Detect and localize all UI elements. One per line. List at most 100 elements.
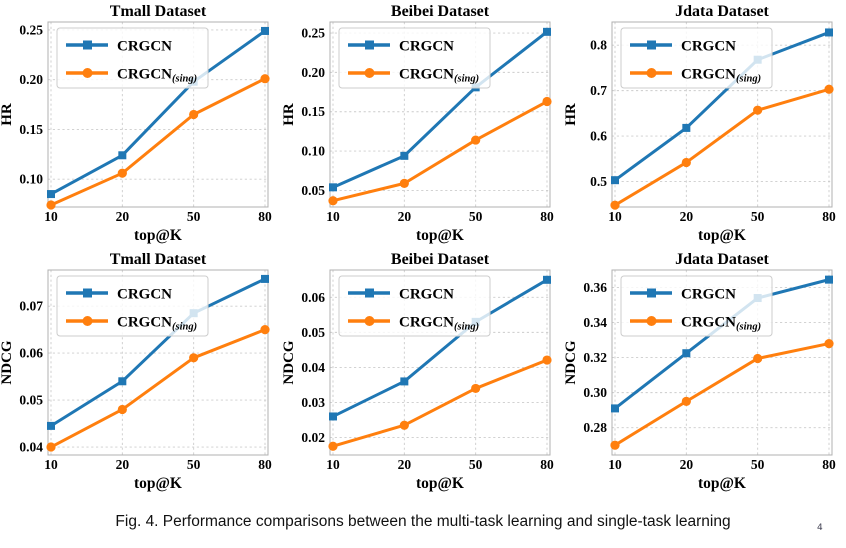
svg-text:20: 20 bbox=[680, 457, 694, 472]
svg-text:10: 10 bbox=[608, 457, 622, 472]
svg-text:20: 20 bbox=[680, 209, 694, 224]
chart-title: Tmall Dataset bbox=[110, 3, 207, 20]
y-axis-label: HR bbox=[282, 103, 297, 126]
svg-text:0.28: 0.28 bbox=[583, 420, 607, 435]
plot-border bbox=[47, 21, 269, 208]
y-tick-labels: 0.02 0.03 0.04 0.05 0.06 bbox=[301, 290, 325, 445]
plot-border bbox=[47, 269, 269, 456]
y-tick-labels: 0.10 0.15 0.20 0.25 bbox=[19, 22, 43, 186]
legend-label-crgcn-sing: CRGCN(sing) bbox=[399, 67, 479, 85]
svg-text:50: 50 bbox=[187, 457, 201, 472]
svg-text:0.34: 0.34 bbox=[583, 315, 607, 330]
svg-text:10: 10 bbox=[326, 457, 340, 472]
plot-border bbox=[611, 269, 833, 456]
svg-text:0.20: 0.20 bbox=[301, 65, 325, 80]
svg-text:0.25: 0.25 bbox=[301, 26, 325, 41]
svg-text:80: 80 bbox=[258, 209, 272, 224]
svg-text:10: 10 bbox=[44, 457, 58, 472]
svg-text:10: 10 bbox=[44, 209, 58, 224]
subplot-hr-beibei: CRGCN CRGCN(sing) 0.05 0.10 0.15 0.20 0.25 10 20… bbox=[281, 0, 564, 248]
legend-label-crgcn-sing: CRGCN(sing) bbox=[117, 67, 197, 85]
legend-label-crgcn: CRGCN bbox=[399, 287, 454, 303]
svg-text:0.04: 0.04 bbox=[301, 360, 325, 375]
subplot-ndcg-jdata: CRGCN CRGCN(sing) 0.28 0.30 0.32 0.34 0.36 10 20… bbox=[563, 248, 846, 496]
svg-text:0.15: 0.15 bbox=[19, 122, 43, 137]
plot-border bbox=[329, 21, 551, 208]
svg-text:20: 20 bbox=[116, 209, 130, 224]
chart-ndcg-beibei: CRGCN CRGCN(sing) 0.02 0.03 0.04 0.05 0.06 10 20… bbox=[281, 251, 554, 492]
svg-text:0.15: 0.15 bbox=[301, 104, 325, 119]
legend-label-crgcn-sing: CRGCN(sing) bbox=[681, 315, 761, 333]
svg-text:0.02: 0.02 bbox=[301, 430, 325, 445]
svg-text:50: 50 bbox=[187, 209, 201, 224]
svg-text:20: 20 bbox=[116, 457, 130, 472]
chart-ndcg-tmall: CRGCN CRGCN(sing) 0.04 0.05 0.06 0.07 10 20 50 80… bbox=[0, 251, 272, 492]
chart-title: Jdata Dataset bbox=[675, 251, 769, 268]
y-axis-label: HR bbox=[564, 103, 579, 126]
legend-label-crgcn: CRGCN bbox=[117, 287, 172, 303]
chart-hr-tmall: CRGCN CRGCN(sing) 0.10 0.15 0.20 0.25 10 20 50 80… bbox=[0, 3, 272, 244]
legend-label-crgcn: CRGCN bbox=[117, 39, 172, 55]
y-axis-label: HR bbox=[0, 103, 15, 126]
svg-text:0.6: 0.6 bbox=[590, 129, 607, 144]
svg-text:10: 10 bbox=[326, 209, 340, 224]
svg-text:20: 20 bbox=[398, 457, 412, 472]
svg-text:0.25: 0.25 bbox=[19, 22, 43, 37]
x-axis-label: top@K bbox=[134, 475, 182, 492]
chart-hr-jdata: CRGCN CRGCN(sing) 0.5 0.6 0.7 0.8 10 20 50 80 Jdat… bbox=[563, 3, 836, 244]
svg-text:0.10: 0.10 bbox=[301, 144, 325, 159]
series-crgcn-sing bbox=[610, 338, 834, 450]
legend-label-crgcn-sing: CRGCN(sing) bbox=[117, 315, 197, 333]
series-crgcn-sing bbox=[610, 84, 834, 210]
y-tick-labels: 0.04 0.05 0.06 0.07 bbox=[19, 299, 43, 455]
x-axis-label: top@K bbox=[416, 475, 464, 492]
figure-caption: Fig. 4. Performance comparisons between … bbox=[115, 513, 731, 530]
caption-row: Fig. 4. Performance comparisons between … bbox=[0, 496, 846, 548]
svg-text:80: 80 bbox=[258, 457, 272, 472]
svg-text:0.20: 0.20 bbox=[19, 72, 43, 87]
y-tick-labels: 0.5 0.6 0.7 0.8 bbox=[590, 38, 607, 189]
svg-text:0.07: 0.07 bbox=[19, 299, 43, 314]
svg-text:80: 80 bbox=[822, 457, 836, 472]
subplot-ndcg-tmall: CRGCN CRGCN(sing) 0.04 0.05 0.06 0.07 10 20 50 80… bbox=[0, 248, 282, 496]
legend-label-crgcn-sing: CRGCN(sing) bbox=[681, 67, 761, 85]
chart-title: Tmall Dataset bbox=[110, 251, 207, 268]
svg-text:0.8: 0.8 bbox=[590, 38, 607, 53]
x-tick-labels: 10 20 50 80 bbox=[608, 209, 836, 224]
svg-text:80: 80 bbox=[540, 209, 554, 224]
svg-text:0.04: 0.04 bbox=[19, 440, 43, 455]
svg-text:0.32: 0.32 bbox=[583, 350, 607, 365]
svg-text:10: 10 bbox=[608, 209, 622, 224]
svg-text:0.36: 0.36 bbox=[583, 280, 607, 295]
chart-title: Jdata Dataset bbox=[675, 3, 769, 20]
series-crgcn-sing bbox=[328, 355, 552, 451]
subplot-hr-jdata: CRGCN CRGCN(sing) 0.5 0.6 0.7 0.8 10 20 50 80 Jdat… bbox=[563, 0, 846, 248]
chart-ndcg-jdata: CRGCN CRGCN(sing) 0.28 0.30 0.32 0.34 0.36 10 20… bbox=[563, 251, 836, 492]
svg-text:0.06: 0.06 bbox=[19, 346, 43, 361]
plot-border bbox=[611, 21, 833, 208]
x-tick-labels: 10 20 50 80 bbox=[326, 457, 554, 472]
svg-text:0.10: 0.10 bbox=[19, 172, 43, 187]
svg-text:0.5: 0.5 bbox=[590, 174, 607, 189]
subplot-hr-tmall: CRGCN CRGCN(sing) 0.10 0.15 0.20 0.25 10 20 50 80… bbox=[0, 0, 282, 248]
legend: CRGCN CRGCN(sing) bbox=[338, 27, 491, 89]
series-crgcn-sing bbox=[46, 325, 270, 452]
x-tick-labels: 10 20 50 80 bbox=[326, 209, 554, 224]
series-crgcn-sing bbox=[46, 74, 270, 210]
caption-artifact-mark: 4 bbox=[817, 523, 823, 533]
subplot-ndcg-beibei: CRGCN CRGCN(sing) 0.02 0.03 0.04 0.05 0.06 10 20… bbox=[281, 248, 564, 496]
y-axis-label: NDCG bbox=[0, 340, 15, 384]
series-crgcn-sing bbox=[328, 96, 552, 206]
x-tick-labels: 10 20 50 80 bbox=[44, 457, 272, 472]
svg-text:80: 80 bbox=[822, 209, 836, 224]
svg-text:0.05: 0.05 bbox=[19, 393, 43, 408]
y-axis-label: NDCG bbox=[564, 340, 579, 384]
legend-label-crgcn: CRGCN bbox=[399, 39, 454, 55]
y-tick-labels: 0.28 0.30 0.32 0.34 0.36 bbox=[583, 280, 607, 435]
svg-text:0.05: 0.05 bbox=[301, 325, 325, 340]
legend: CRGCN CRGCN(sing) bbox=[620, 275, 773, 337]
svg-text:0.03: 0.03 bbox=[301, 395, 325, 410]
y-tick-labels: 0.05 0.10 0.15 0.20 0.25 bbox=[301, 26, 325, 198]
svg-text:50: 50 bbox=[751, 209, 765, 224]
